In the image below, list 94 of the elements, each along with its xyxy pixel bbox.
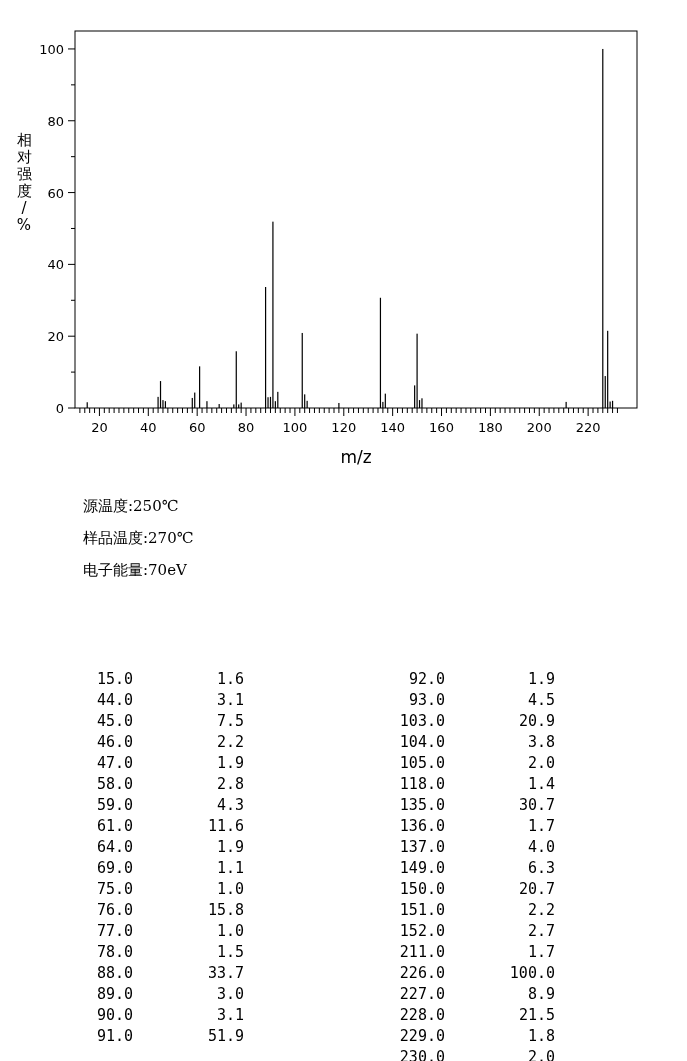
text: 75.0: [96, 880, 133, 898]
y-tick-label: 100: [39, 41, 64, 57]
text: 20.7: [518, 880, 555, 898]
text: 226.0: [399, 964, 445, 982]
text: 30.7: [518, 796, 555, 814]
text: 90.0: [96, 1006, 133, 1024]
text: 229.0: [399, 1027, 445, 1045]
text: 1.1: [216, 859, 244, 877]
text: 58.0: [96, 775, 133, 793]
text: 15.0: [96, 670, 133, 688]
x-tick-label: 100: [282, 420, 308, 435]
text: 样品温度:270℃: [83, 529, 194, 547]
text: 2.7: [527, 922, 555, 940]
text: 152.0: [399, 922, 445, 940]
text: 1.6: [216, 670, 244, 688]
y-tick-label: 0: [55, 401, 64, 416]
x-tick-label: 200: [526, 420, 552, 435]
text: 2.2: [527, 901, 555, 919]
text: 92.0: [408, 670, 445, 688]
text: 电子能量:70eV: [83, 561, 189, 579]
text: 211.0: [399, 943, 445, 961]
text: 3.0: [216, 985, 244, 1003]
y-tick-label: 40: [47, 257, 64, 273]
text: 6.3: [527, 859, 555, 877]
y-tick-label: 60: [47, 185, 64, 201]
x-tick-label: 180: [477, 420, 503, 435]
text: 61.0: [96, 817, 133, 835]
text: 8.9: [527, 985, 555, 1003]
text: 20.9: [518, 712, 555, 730]
text: 4.0: [527, 838, 555, 856]
text: 135.0: [399, 796, 445, 814]
text: 3.8: [527, 733, 555, 751]
text: 11.6: [207, 817, 244, 835]
y-tick-label: 20: [47, 329, 64, 345]
text: 1.5: [216, 943, 244, 961]
text: 45.0: [96, 712, 133, 730]
x-tick-label: 220: [575, 420, 601, 435]
text: 1.7: [527, 943, 555, 961]
x-tick-label: 80: [237, 420, 255, 435]
text: 76.0: [96, 901, 133, 919]
text: 21.5: [518, 1006, 555, 1024]
text: 1.0: [216, 880, 244, 898]
x-tick-label: 120: [331, 420, 357, 435]
text: 78.0: [96, 943, 133, 961]
text: 源温度:250℃: [83, 497, 179, 515]
text: 88.0: [96, 964, 133, 982]
text: 3.1: [216, 691, 244, 709]
text: 1.8: [527, 1027, 555, 1045]
text: 59.0: [96, 796, 133, 814]
text: 104.0: [399, 733, 445, 751]
text: 77.0: [96, 922, 133, 940]
text: 228.0: [399, 1006, 445, 1024]
text: 33.7: [207, 964, 244, 982]
x-tick-label: 40: [140, 420, 157, 435]
text: 149.0: [399, 859, 445, 877]
text: 100.0: [509, 964, 555, 982]
text: 47.0: [96, 754, 133, 772]
text: 51.9: [207, 1027, 244, 1045]
text: 4.3: [216, 796, 244, 814]
text: 64.0: [96, 838, 133, 856]
x-tick-label: 60: [188, 420, 206, 435]
text: 91.0: [96, 1027, 133, 1045]
text: 2.8: [216, 775, 244, 793]
text: 44.0: [96, 691, 133, 709]
text: 69.0: [96, 859, 133, 877]
text: 105.0: [399, 754, 445, 772]
text: 103.0: [399, 712, 445, 730]
text: 1.7: [527, 817, 555, 835]
text: 2.2: [216, 733, 244, 751]
text: 89.0: [96, 985, 133, 1003]
text: 3.1: [216, 1006, 244, 1024]
x-tick-label: 140: [380, 420, 406, 435]
text: 15.8: [207, 901, 244, 919]
y-tick-label: 80: [47, 113, 64, 129]
text: 2.0: [527, 754, 555, 772]
text: 118.0: [399, 775, 445, 793]
text: 1.9: [216, 838, 244, 856]
text: 7.5: [216, 712, 244, 730]
text: 93.0: [408, 691, 445, 709]
text: 1.9: [216, 754, 244, 772]
x-tick-label: 160: [429, 420, 454, 435]
text: 227.0: [399, 985, 445, 1003]
text: 150.0: [399, 880, 445, 898]
text: 1.4: [527, 775, 555, 793]
x-tick-label: 20: [91, 420, 108, 435]
text: 1.0: [216, 922, 244, 940]
text: 4.5: [527, 691, 555, 709]
x-axis-title: m/z: [340, 447, 372, 467]
text: 1.9: [527, 670, 555, 688]
text: 151.0: [399, 901, 445, 919]
text: 136.0: [399, 817, 445, 835]
y-axis-title: 相对强度/%: [16, 131, 32, 234]
text: 46.0: [96, 733, 133, 751]
text: 137.0: [399, 838, 445, 856]
